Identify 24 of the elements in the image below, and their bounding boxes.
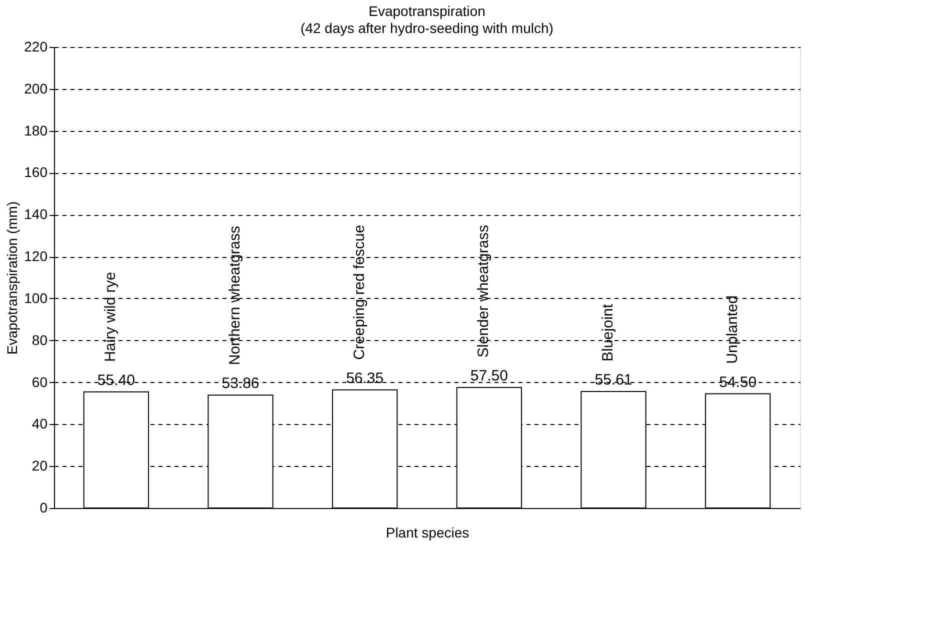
x-axis-title: Plant species [386,524,470,540]
y-tick-label: 0 [40,500,48,516]
x-tick-label: Unplanted [724,295,741,364]
y-tick-label: 80 [32,332,48,348]
y-tick-label: 40 [32,416,48,432]
y-tick-label: 200 [24,80,48,96]
data-label: 57.50 [470,368,508,385]
x-tick-label: Bluejoint [600,303,616,362]
data-label: 55.61 [594,371,632,388]
y-axis-title: Evapotranspiration (mm) [4,201,20,355]
x-tick-label: Creeping red fescue [350,224,368,360]
y-tick-label: 220 [24,38,48,54]
x-tick-label: Northern wheatgrass [226,226,244,366]
y-tick-label: 160 [24,164,48,180]
x-tick-label: Slender wheatgrass [475,224,492,358]
chart-subtitle: (42 days after hydro-seeding with mulch) [300,20,554,36]
y-tick-label: 180 [24,122,48,138]
y-tick-label: 100 [24,290,48,306]
y-tick-label: 140 [24,206,48,222]
y-tick-label: 120 [24,248,48,264]
chart-title: Evapotranspiration [368,3,486,19]
data-label: 54.50 [719,374,757,391]
y-tick-label: 20 [32,458,48,474]
y-tick-label: 60 [32,374,48,390]
